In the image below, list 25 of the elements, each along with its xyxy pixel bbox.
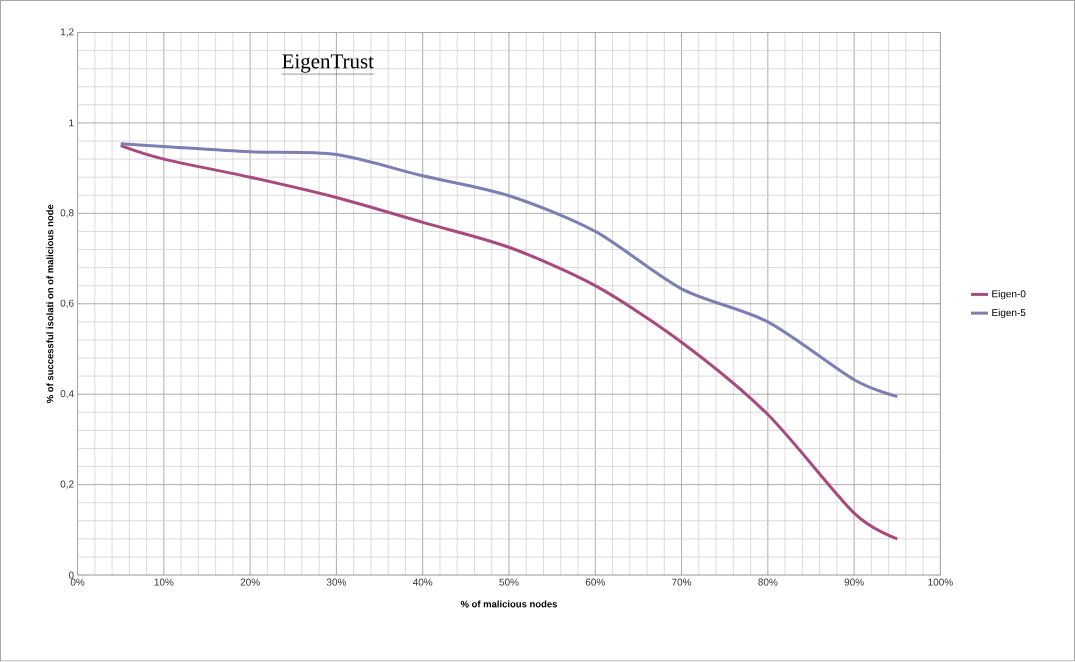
x-tick-label: 60%: [585, 578, 605, 586]
x-tick-label: 50%: [499, 578, 519, 586]
x-tick-label: 0%: [70, 578, 85, 586]
x-tick-label: 80%: [758, 578, 778, 586]
x-tick-label: 70%: [672, 578, 692, 586]
line-series: [119, 142, 899, 399]
x-tick-label: 10%: [154, 578, 174, 586]
y-tick-label: 1,2: [60, 28, 74, 37]
y-tick-label: 0,6: [60, 299, 74, 309]
line-series: [119, 144, 899, 541]
x-axis-title: % of malicious nodes: [460, 600, 558, 608]
text: EigenTrust: [282, 54, 374, 73]
x-tick-label: 100%: [928, 578, 953, 586]
y-tick-label: 0: [68, 571, 74, 579]
legend-label: Eigen-5: [992, 308, 1026, 319]
y-tick-label: 0,8: [60, 209, 74, 218]
x-tick-label: 90%: [844, 578, 864, 586]
x-tick-label: 30%: [326, 578, 347, 586]
legend-label: Eigen-0: [992, 290, 1026, 300]
x-tick-label: 40%: [412, 578, 433, 586]
x-tick-label: 20%: [240, 578, 260, 586]
y-tick-label: 0,2: [60, 480, 74, 489]
y-tick-label: 1: [69, 119, 74, 127]
y-axis-title: % of successful isolati on of malicious node: [46, 204, 54, 404]
y-tick-label: 0,4: [60, 390, 74, 399]
